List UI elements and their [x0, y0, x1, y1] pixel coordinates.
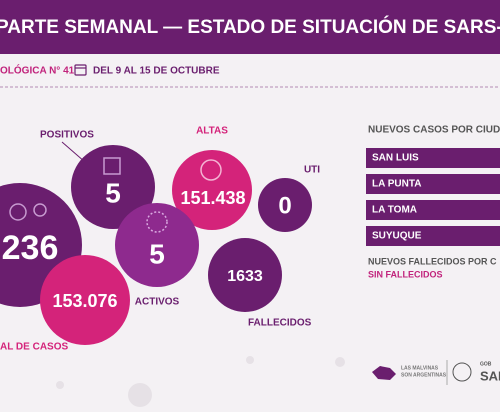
bubble-positivos [71, 145, 155, 229]
positivos-value: 5 [105, 177, 121, 208]
title: PARTE SEMANAL — ESTADO DE SITUACIÓN DE S… [0, 16, 500, 38]
city-list: SAN LUIS LA PUNTA LA TOMA SUYUQUE [366, 148, 500, 246]
gov-1: GOB [480, 361, 492, 367]
city-name: SAN LUIS [372, 153, 419, 164]
bubble-total [40, 255, 130, 345]
fallecidos-value: 1633 [227, 268, 263, 285]
calendar-icon [74, 64, 87, 76]
malvinas-1: LAS MALVINAS [401, 365, 439, 371]
bubble-altas [172, 150, 252, 230]
city-row [366, 148, 500, 168]
gov-2: SAN [480, 368, 500, 383]
cases-title: NUEVOS CASOS POR CIUD [368, 125, 500, 136]
leader [61, 141, 86, 163]
bubble-activos [115, 203, 199, 287]
city-name: LA PUNTA [372, 179, 421, 190]
altas-value: 151.438 [180, 188, 245, 208]
week: OLÓGICA N° 41 [0, 64, 75, 77]
deaths-title: NUEVOS FALLECIDOS POR C [368, 256, 497, 266]
decor [56, 356, 345, 407]
plus-icon [103, 157, 121, 175]
deaths-text: SIN FALLECIDOS [368, 269, 443, 279]
uti-label: UTI [304, 165, 320, 176]
bubble-uti [258, 178, 312, 232]
total-label: AL DE CASOS [0, 342, 68, 353]
total-value: 153.076 [52, 291, 117, 311]
altas-label: ALTAS [196, 126, 228, 137]
positivos-label: POSITIVOS [40, 130, 94, 141]
header-band [0, 0, 500, 54]
gears-icon [9, 203, 47, 221]
semana-value: 236 [2, 229, 59, 267]
city-row [366, 174, 500, 194]
city-name: LA TOMA [372, 205, 417, 216]
activos-value: 5 [149, 238, 165, 269]
bubble-fallecidos [208, 238, 282, 312]
uti-value: 0 [278, 192, 291, 219]
fallecidos-label: FALLECIDOS [248, 318, 312, 329]
malvinas-2: SON ARGENTINAS [401, 372, 447, 378]
activos-label: ACTIVOS [135, 297, 180, 308]
city-name: SUYUQUE [372, 231, 422, 242]
check-icon [200, 159, 222, 181]
city-row [366, 200, 500, 220]
virus-icon [146, 211, 168, 233]
footer-logos: LAS MALVINAS SON ARGENTINAS GOB SAN [372, 360, 500, 385]
city-row [366, 226, 500, 246]
dates: DEL 9 AL 15 DE OCTUBRE [93, 66, 220, 77]
